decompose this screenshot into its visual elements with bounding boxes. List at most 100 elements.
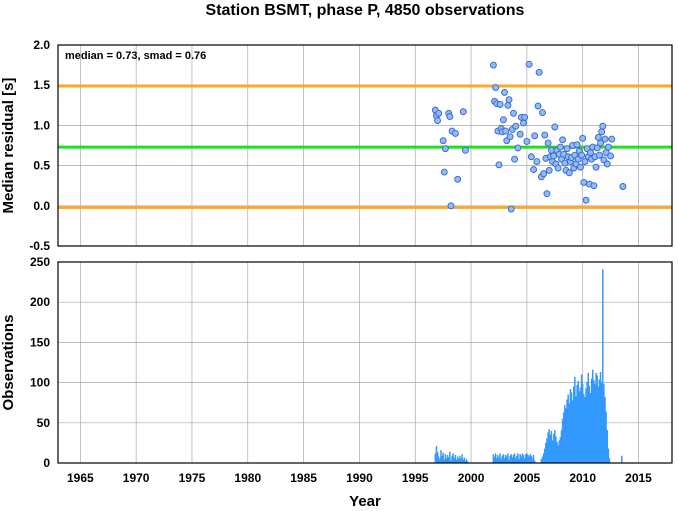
observation-bar [452, 453, 454, 463]
residual-point [565, 169, 573, 177]
observation-bar [590, 378, 593, 463]
residual-point [454, 175, 462, 183]
observation-bar [567, 394, 569, 463]
observation-bar [495, 458, 498, 463]
observation-bar [503, 458, 506, 463]
observation-bar [434, 453, 437, 463]
observation-bar [583, 393, 585, 463]
residual-point [451, 129, 459, 137]
residual-point [561, 159, 569, 167]
observation-bar [602, 269, 604, 463]
residual-point [601, 135, 609, 143]
median-smad-annotation: median = 0.73, smad = 0.76 [65, 50, 206, 62]
observation-bar [589, 393, 592, 463]
observations-tick-label: 0 [43, 456, 50, 470]
residual-point [435, 109, 443, 117]
observation-bar [598, 379, 601, 463]
observation-bar [543, 448, 546, 463]
observation-bar [516, 455, 518, 463]
residual-point [447, 202, 455, 210]
observation-bar [507, 453, 509, 463]
observation-bar [547, 432, 549, 463]
observation-bar [576, 385, 578, 463]
residual-point [462, 146, 469, 154]
residual-point [581, 158, 589, 166]
year-tick-label: 1975 [179, 471, 206, 485]
observation-bar [462, 459, 464, 463]
observation-bar [545, 442, 547, 463]
observation-bar [453, 458, 456, 463]
observation-bar [580, 374, 583, 463]
observation-bar [556, 442, 558, 463]
observations-bars [434, 269, 623, 463]
residual-point [543, 190, 551, 198]
observation-bar [530, 455, 533, 463]
observation-bar [510, 454, 512, 463]
observation-bar [595, 372, 597, 463]
year-tick-label: 2005 [514, 471, 541, 485]
observation-bar [577, 380, 579, 463]
residual-point [593, 144, 601, 152]
observation-bar [460, 458, 462, 463]
year-tick-label: 1990 [346, 471, 373, 485]
observation-bar [551, 440, 554, 463]
observation-bar [599, 372, 602, 463]
observation-bar [521, 453, 524, 463]
observation-bar [564, 405, 566, 463]
observation-bar [451, 455, 453, 463]
observation-bar [463, 457, 466, 463]
residual-tick-label: 0.5 [33, 159, 50, 173]
observation-bar [570, 392, 573, 463]
residual-point [504, 101, 512, 109]
observation-bar [517, 453, 519, 463]
observation-bar [597, 386, 600, 463]
residual-point [505, 96, 513, 104]
residual-plot-frame [57, 44, 673, 247]
observation-bar [508, 459, 510, 463]
observation-bar [502, 454, 505, 463]
residual-point [608, 135, 616, 143]
residual-point [499, 116, 507, 124]
observation-bar [555, 436, 557, 463]
observation-bar [550, 430, 553, 463]
residual-point [531, 132, 539, 140]
observation-bar [594, 384, 596, 463]
observation-bar [604, 397, 606, 463]
observation-bar [581, 384, 584, 463]
residual-point [440, 168, 448, 176]
year-tick-label: 2015 [625, 471, 652, 485]
observation-bar [585, 388, 587, 463]
observation-bar [557, 445, 559, 463]
residual-tick-label: 1.5 [33, 78, 50, 92]
observation-bar [548, 429, 550, 463]
residual-point [502, 127, 510, 135]
observations-tick-label: 250 [30, 255, 50, 269]
observation-bar [519, 454, 521, 463]
observation-bar [436, 451, 439, 463]
observation-bar [549, 434, 552, 463]
residual-point [533, 158, 541, 166]
observation-bar [493, 456, 496, 463]
residual-point [544, 139, 552, 147]
observation-bar [571, 400, 574, 463]
residual-point [439, 137, 447, 145]
residual-point [580, 179, 588, 186]
residual-point [489, 61, 497, 69]
residual-point [598, 128, 606, 136]
residual-point [594, 134, 602, 141]
residual-point [541, 131, 549, 139]
observation-bar [587, 372, 590, 463]
residual-point [540, 170, 548, 178]
observation-bar [531, 458, 534, 463]
observation-bar [552, 434, 555, 463]
observation-bar [501, 455, 504, 463]
observation-bar [606, 430, 608, 463]
observation-bar [458, 458, 460, 463]
observation-bar [506, 456, 508, 463]
observation-bar [514, 458, 517, 463]
observation-bar [509, 455, 511, 463]
residual-point [514, 144, 522, 152]
observation-bar [511, 457, 514, 463]
observation-bar [621, 455, 623, 463]
